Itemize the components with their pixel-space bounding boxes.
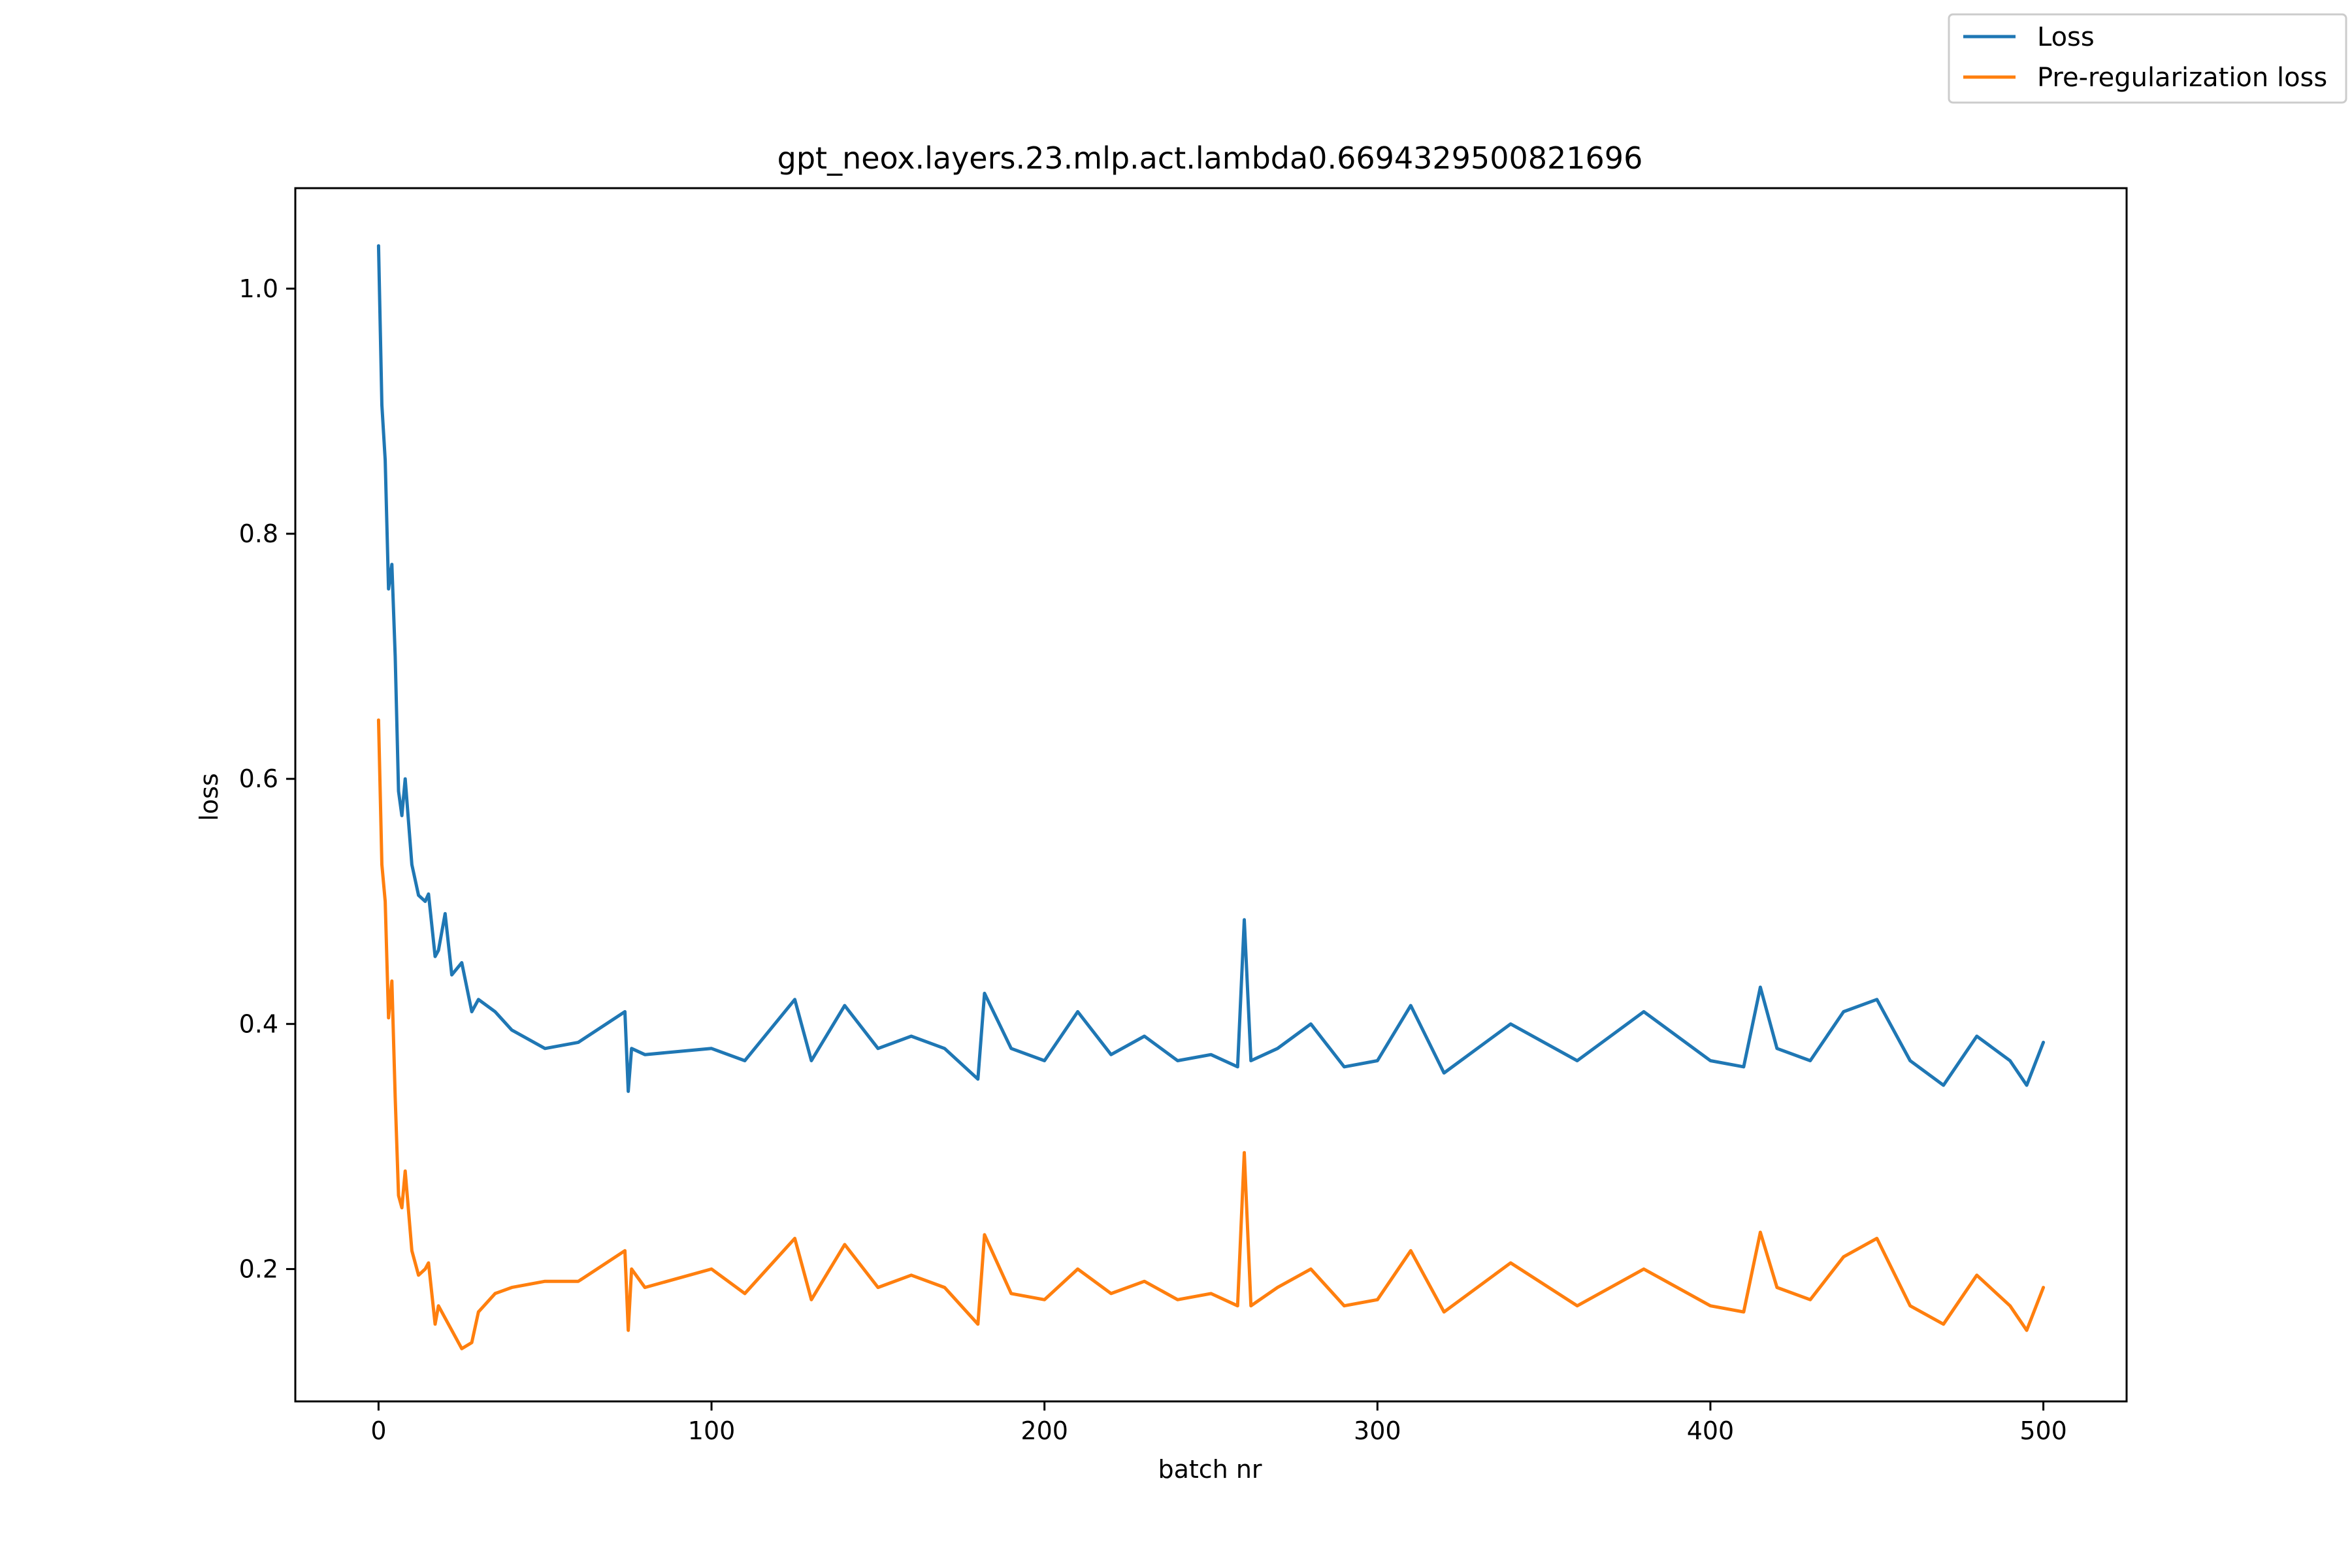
y-tick-label: 0.8 [239, 519, 278, 548]
x-tick-label: 0 [370, 1416, 386, 1445]
x-tick-label: 300 [1354, 1416, 1401, 1445]
y-tick-label: 0.2 [239, 1254, 278, 1283]
plot-frame [294, 187, 2128, 1403]
series-line-pre-regularization-loss [376, 718, 2046, 1350]
legend-label-loss: Loss [2037, 22, 2095, 52]
x-tick-label: 500 [2019, 1416, 2067, 1445]
legend: Loss Pre-regularization loss [1948, 13, 2347, 104]
series-line-loss [376, 244, 2046, 1093]
y-tick-label: 1.0 [239, 274, 278, 303]
chart-title: gpt_neox.layers.23.mlp.act.lambda0.66943… [777, 140, 1643, 176]
y-tick-label: 0.4 [239, 1009, 278, 1038]
legend-label-pre-regularization-loss: Pre-regularization loss [2037, 63, 2327, 93]
y-tick-label: 0.6 [239, 764, 278, 793]
x-axis-label: batch nr [1158, 1455, 1262, 1484]
x-tick-label: 100 [688, 1416, 736, 1445]
plot-area: 0 100 200 300 400 500 0.2 0.4 0.6 0.8 1.0 [239, 187, 2128, 1445]
x-tick-label: 200 [1021, 1416, 1068, 1445]
x-tick-label: 400 [1687, 1416, 1735, 1445]
legend-box [1948, 13, 2347, 104]
y-axis-label: loss [195, 773, 223, 821]
